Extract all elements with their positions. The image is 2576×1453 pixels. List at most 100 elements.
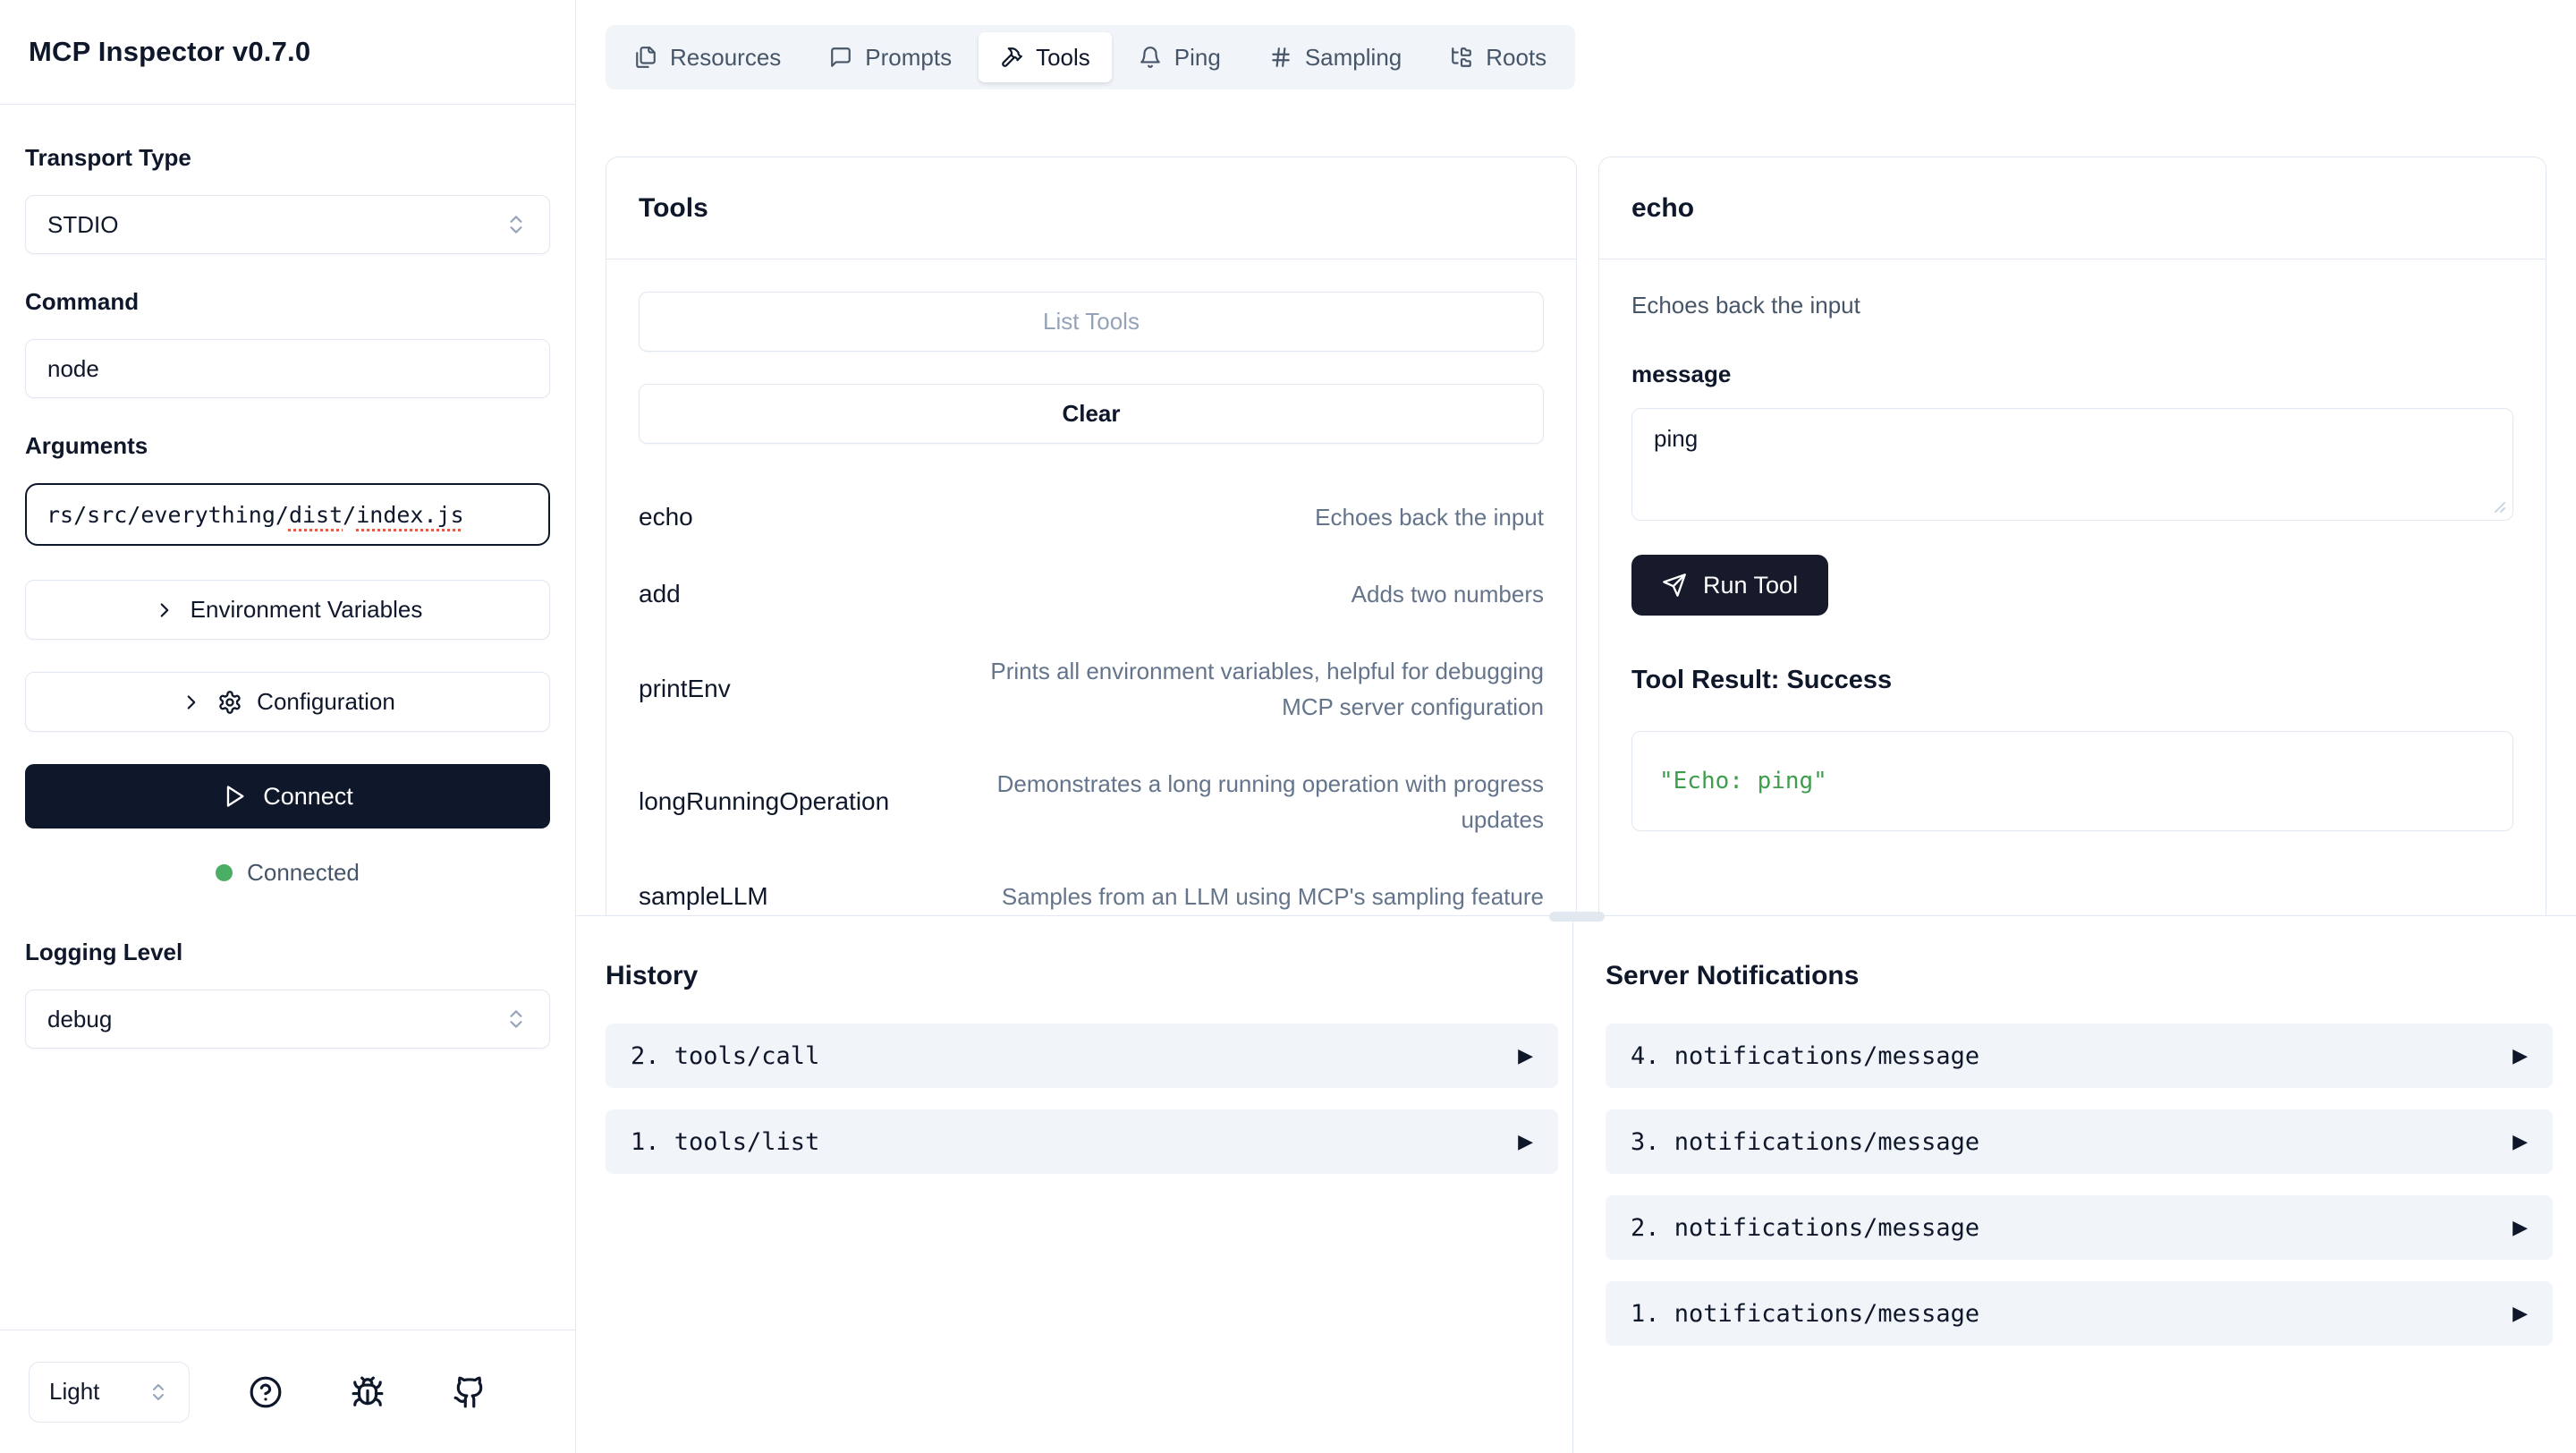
tool-description: Prints all environment variables, helpfu… (990, 658, 1544, 720)
notification-item-1[interactable]: 1. notifications/message ▶ (1606, 1281, 2553, 1346)
history-item-tools-list[interactable]: 1. tools/list ▶ (606, 1109, 1558, 1174)
param-message-label: message (1631, 361, 1732, 387)
chevrons-up-down-icon (153, 1383, 164, 1400)
notification-item-2[interactable]: 2. notifications/message ▶ (1606, 1195, 2553, 1260)
configuration-button[interactable]: Configuration (25, 672, 550, 732)
sidebar-header: MCP Inspector v0.7.0 (0, 0, 575, 105)
tool-row-samplellm[interactable]: sampleLLM Samples from an LLM using MCP'… (639, 879, 1544, 914)
tool-description: Demonstrates a long running operation wi… (996, 770, 1544, 833)
help-button[interactable] (249, 1375, 283, 1409)
hammer-icon (1002, 47, 1023, 67)
pane-resize-handle[interactable] (1549, 912, 1605, 922)
tool-result-output: "Echo: ping" (1631, 731, 2513, 831)
tab-roots[interactable]: Roots (1428, 32, 1568, 82)
github-button[interactable] (453, 1375, 487, 1409)
history-title: History (606, 961, 699, 990)
command-label: Command (25, 288, 140, 315)
notification-item-3[interactable]: 3. notifications/message ▶ (1606, 1109, 2553, 1174)
arguments-text-spellchecked: dist (288, 501, 343, 528)
configuration-label: Configuration (257, 688, 395, 715)
tool-detail-title: echo (1631, 192, 1695, 223)
gear-icon (219, 690, 241, 714)
tool-row-add[interactable]: add Adds two numbers (639, 576, 1544, 612)
command-input[interactable]: node (25, 339, 550, 398)
arguments-text-spellchecked: index.js (356, 501, 464, 528)
history-item-tools-call[interactable]: 2. tools/call ▶ (606, 1024, 1558, 1088)
folder-tree-icon (1452, 47, 1472, 67)
chevrons-up-down-icon (510, 216, 522, 234)
top-section: Resources Prompts Tools Ping Sampling (576, 0, 2576, 916)
tool-name: printEnv (639, 675, 731, 702)
tab-label: Roots (1486, 43, 1547, 71)
arguments-label: Arguments (25, 432, 148, 459)
bottom-section: History 2. tools/call ▶ 1. tools/list ▶ … (576, 916, 2576, 1453)
run-tool-button[interactable]: Run Tool (1631, 555, 1829, 616)
tool-detail-description: Echoes back the input (1631, 292, 1860, 319)
run-tool-label: Run Tool (1703, 571, 1799, 599)
tab-prompts[interactable]: Prompts (808, 32, 973, 82)
tool-row-echo[interactable]: echo Echoes back the input (639, 499, 1544, 535)
history-item-label: 2. tools/call (631, 1041, 820, 1070)
tab-label: Resources (670, 43, 782, 71)
bell-icon (1140, 47, 1160, 68)
transport-type-select[interactable]: STDIO (25, 195, 550, 254)
report-bug-button[interactable] (351, 1375, 385, 1409)
connection-status: Connected (25, 859, 550, 887)
tool-description: Adds two numbers (1351, 581, 1544, 608)
help-circle-icon (250, 1376, 282, 1407)
history-item-label: 1. tools/list (631, 1127, 820, 1156)
logging-level-select[interactable]: debug (25, 990, 550, 1049)
tool-detail-header: echo (1599, 157, 2546, 259)
tab-ping[interactable]: Ping (1117, 32, 1242, 82)
main-content: Resources Prompts Tools Ping Sampling (576, 0, 2576, 1453)
tool-row-longrunningoperation[interactable]: longRunningOperation Demonstrates a long… (639, 766, 1544, 837)
expand-arrow-icon: ▶ (2512, 1216, 2528, 1239)
status-dot-icon (216, 864, 233, 881)
tab-sampling[interactable]: Sampling (1248, 32, 1423, 82)
tab-resources[interactable]: Resources (613, 32, 802, 82)
connect-button[interactable]: Connect (25, 764, 550, 828)
expand-arrow-icon: ▶ (1518, 1044, 1533, 1067)
tab-label: Sampling (1304, 43, 1402, 71)
clear-tools-button[interactable]: Clear (639, 384, 1544, 444)
tool-description: Samples from an LLM using MCP's sampling… (1001, 883, 1544, 910)
command-value: node (47, 354, 99, 382)
bug-icon (352, 1376, 384, 1406)
notification-item-label: 3. notifications/message (1631, 1127, 1980, 1156)
send-icon (1663, 574, 1686, 597)
tool-name: sampleLLM (639, 882, 768, 910)
sidebar: MCP Inspector v0.7.0 Transport Type STDI… (0, 0, 576, 1453)
tool-name: add (639, 580, 681, 608)
chevrons-up-down-icon (510, 1010, 522, 1028)
expand-arrow-icon: ▶ (1518, 1130, 1533, 1153)
tool-detail-panel: echo Echoes back the input message ping … (1598, 157, 2546, 915)
environment-variables-button[interactable]: Environment Variables (25, 580, 550, 640)
list-tools-button[interactable]: List Tools (639, 292, 1544, 352)
play-icon (227, 786, 244, 807)
theme-value: Light (49, 1378, 100, 1405)
tab-label: Ping (1174, 43, 1221, 71)
arguments-input[interactable]: rs/src/everything/dist / index.js (25, 483, 550, 546)
transport-type-value: STDIO (47, 210, 119, 238)
tab-tools[interactable]: Tools (979, 32, 1112, 82)
resize-grip-icon[interactable] (2490, 497, 2506, 514)
logging-level-value: debug (47, 1005, 113, 1032)
expand-arrow-icon: ▶ (2512, 1302, 2528, 1325)
connect-label: Connect (263, 782, 353, 810)
tool-name: echo (639, 503, 693, 531)
notification-item-4[interactable]: 4. notifications/message ▶ (1606, 1024, 2553, 1088)
tool-list: echo Echoes back the input add Adds two … (639, 499, 1544, 914)
tools-panel: Tools List Tools Clear echo Echoes back … (606, 157, 1577, 915)
arguments-text: rs/src/everything/ (47, 501, 289, 528)
param-message-input[interactable]: ping (1631, 408, 2513, 521)
notification-item-label: 4. notifications/message (1631, 1041, 1980, 1070)
tab-bar: Resources Prompts Tools Ping Sampling (606, 25, 1576, 89)
app-title: MCP Inspector v0.7.0 (29, 36, 311, 67)
tool-row-printenv[interactable]: printEnv Prints all environment variable… (639, 653, 1544, 725)
theme-select[interactable]: Light (29, 1361, 190, 1423)
tool-name: longRunningOperation (639, 787, 890, 815)
tool-result-heading: Tool Result: Success (1631, 666, 1893, 694)
tools-panel-header: Tools (606, 157, 1576, 259)
logging-level-label: Logging Level (25, 939, 183, 965)
